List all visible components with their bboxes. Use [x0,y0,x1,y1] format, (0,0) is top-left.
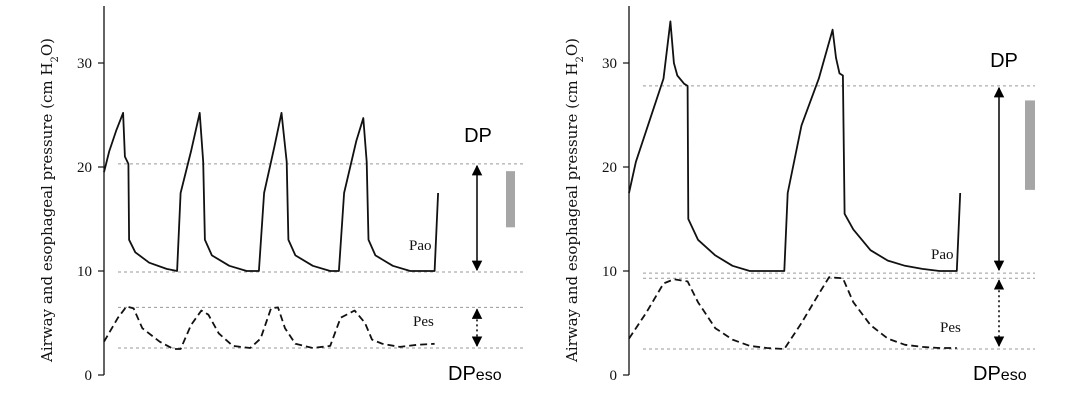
pes-label: Pes [940,320,961,336]
y-tick-label-30: 30 [77,56,92,72]
y-tick-label-30: 30 [602,56,617,72]
y-tick-label-10: 10 [77,264,92,280]
y-tick-label-0: 0 [85,368,93,384]
y-axis-label-1: Airway and esophageal pressure (cm H2O) [38,38,61,363]
pao-label: Pao [409,238,432,254]
series-pao-line [103,112,439,272]
y-tick-label-0: 0 [610,368,618,384]
dp-label: DP [990,50,1018,72]
pao-label: Pao [931,247,954,263]
dpeso-label: DPeso [973,363,1027,385]
series-pao-line [628,20,962,272]
series-pes-line [103,305,435,350]
grey-bar [506,171,515,228]
pes-label: Pes [413,314,434,330]
y-tick-label-20: 20 [77,160,92,176]
grey-bar [1025,100,1035,190]
series-pes-line [628,276,957,350]
dpeso-label: DPeso [448,363,502,385]
y-tick-label-20: 20 [602,160,617,176]
y-tick-label-10: 10 [602,264,617,280]
y-axis-label-2: Airway and esophageal pressure (cm H2O) [563,38,586,363]
dp-label: DP [464,125,492,147]
